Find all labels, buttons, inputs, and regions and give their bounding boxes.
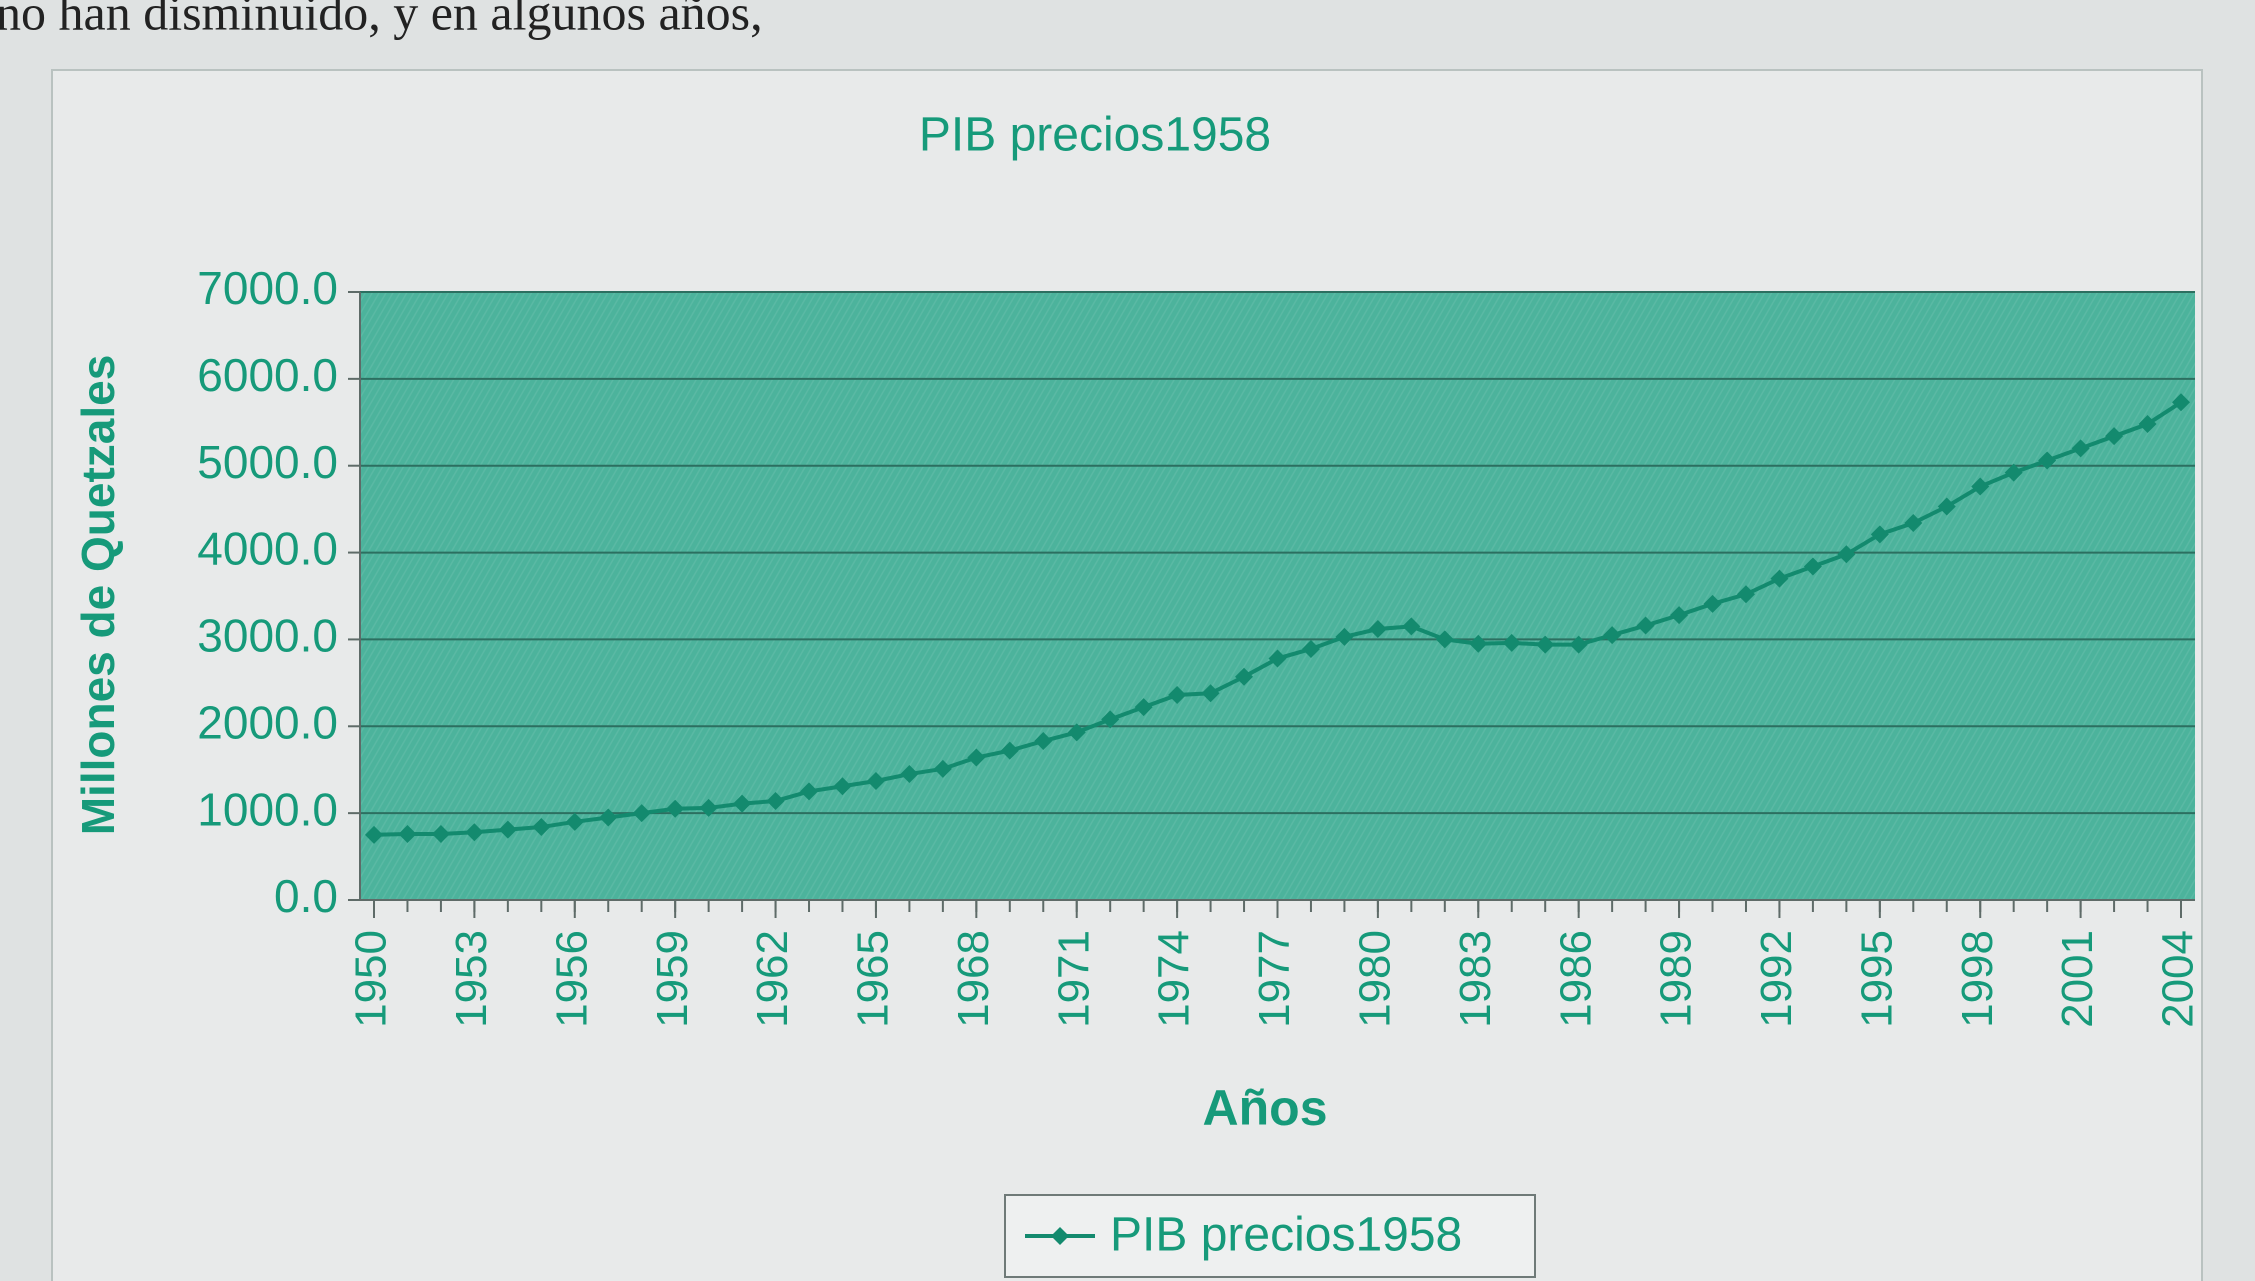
data-point [1301,639,1320,658]
data-point [1736,585,1755,604]
x-tick-label: 1968 [949,930,998,1028]
legend-label: PIB precios1958 [1110,1209,1462,1262]
data-point [733,794,752,813]
x-tick-label: 1965 [849,930,898,1028]
x-tick-label: 1950 [347,930,396,1028]
data-point [1536,635,1555,654]
data-point [1469,634,1488,653]
data-point [599,808,618,827]
data-point [1000,741,1019,760]
y-tick-label: 7000.0 [197,262,338,314]
data-point [933,759,952,778]
x-tick-label: 1992 [1752,930,1801,1028]
y-tick-label: 4000.0 [197,523,338,575]
document-text: no han disminuido, y en algunos años, [0,0,763,40]
x-tick-label: 1956 [547,930,596,1028]
data-point [398,824,417,843]
x-tick-label: 1989 [1652,930,1701,1028]
data-point [1636,616,1655,635]
data-point [666,799,685,818]
plot-hatch [360,292,2195,900]
data-point [2038,451,2057,470]
y-tick-label: 3000.0 [197,610,338,662]
x-tick-label: 1983 [1451,930,1500,1028]
x-tick-label: 1971 [1049,930,1098,1028]
y-tick-label: 5000.0 [197,436,338,488]
data-point [1201,684,1220,703]
x-tick-label: 2004 [2154,930,2203,1028]
legend-marker [1051,1227,1069,1245]
data-point [833,777,852,796]
data-point [1569,635,1588,654]
x-tick-label: 2001 [2053,930,2102,1028]
data-point [1603,626,1622,645]
data-point [866,772,885,791]
data-point [1670,606,1689,625]
data-point [2172,393,2190,412]
data-point [532,818,551,837]
y-tick-label: 1000.0 [197,783,338,835]
x-tick-label: 1962 [748,930,797,1028]
data-point [1067,723,1086,742]
x-tick-label: 1953 [447,930,496,1028]
data-point [465,823,484,842]
data-point [2105,427,2124,446]
data-point [1368,620,1387,639]
data-point [565,812,584,831]
data-point [1971,477,1990,496]
data-point [1268,649,1287,668]
data-point [1335,627,1354,646]
data-point [1402,617,1421,636]
x-tick-label: 1980 [1351,930,1400,1028]
x-tick-label: 1986 [1551,930,1600,1028]
data-point [1770,569,1789,588]
y-tick-label: 2000.0 [197,696,338,748]
data-point [800,782,819,801]
data-point [967,748,986,767]
data-point [498,820,517,839]
chart-title: PIB precios1958 [919,109,1271,162]
x-tick-label: 1974 [1150,930,1199,1028]
y-tick-label: 0.0 [274,870,338,922]
data-point [2138,415,2157,434]
data-point [365,825,383,844]
data-point [1502,633,1521,652]
x-tick-label: 1977 [1250,930,1299,1028]
data-point [766,791,785,810]
y-tick-label: 6000.0 [197,349,338,401]
data-point [1904,514,1923,533]
y-axis-label: Millones de Quetzales [72,355,124,836]
data-point [1168,686,1187,705]
data-point [1803,557,1822,576]
data-point [1134,698,1153,717]
data-point [1101,710,1120,729]
data-point [1837,545,1856,564]
data-point [2004,463,2023,482]
x-tick-label: 1998 [1953,930,2002,1028]
data-point [431,824,450,843]
data-point [632,804,651,823]
data-point [1435,630,1454,649]
data-point [1870,525,1889,544]
data-point [2071,439,2090,458]
data-point [1235,667,1254,686]
x-axis-label: Años [1203,1080,1328,1136]
x-tick-label: 1959 [648,930,697,1028]
data-point [1703,594,1722,613]
x-tick-label: 1995 [1852,930,1901,1028]
data-point [699,798,718,817]
data-point [1937,497,1956,516]
data-point [900,765,919,784]
data-point [1034,732,1053,751]
